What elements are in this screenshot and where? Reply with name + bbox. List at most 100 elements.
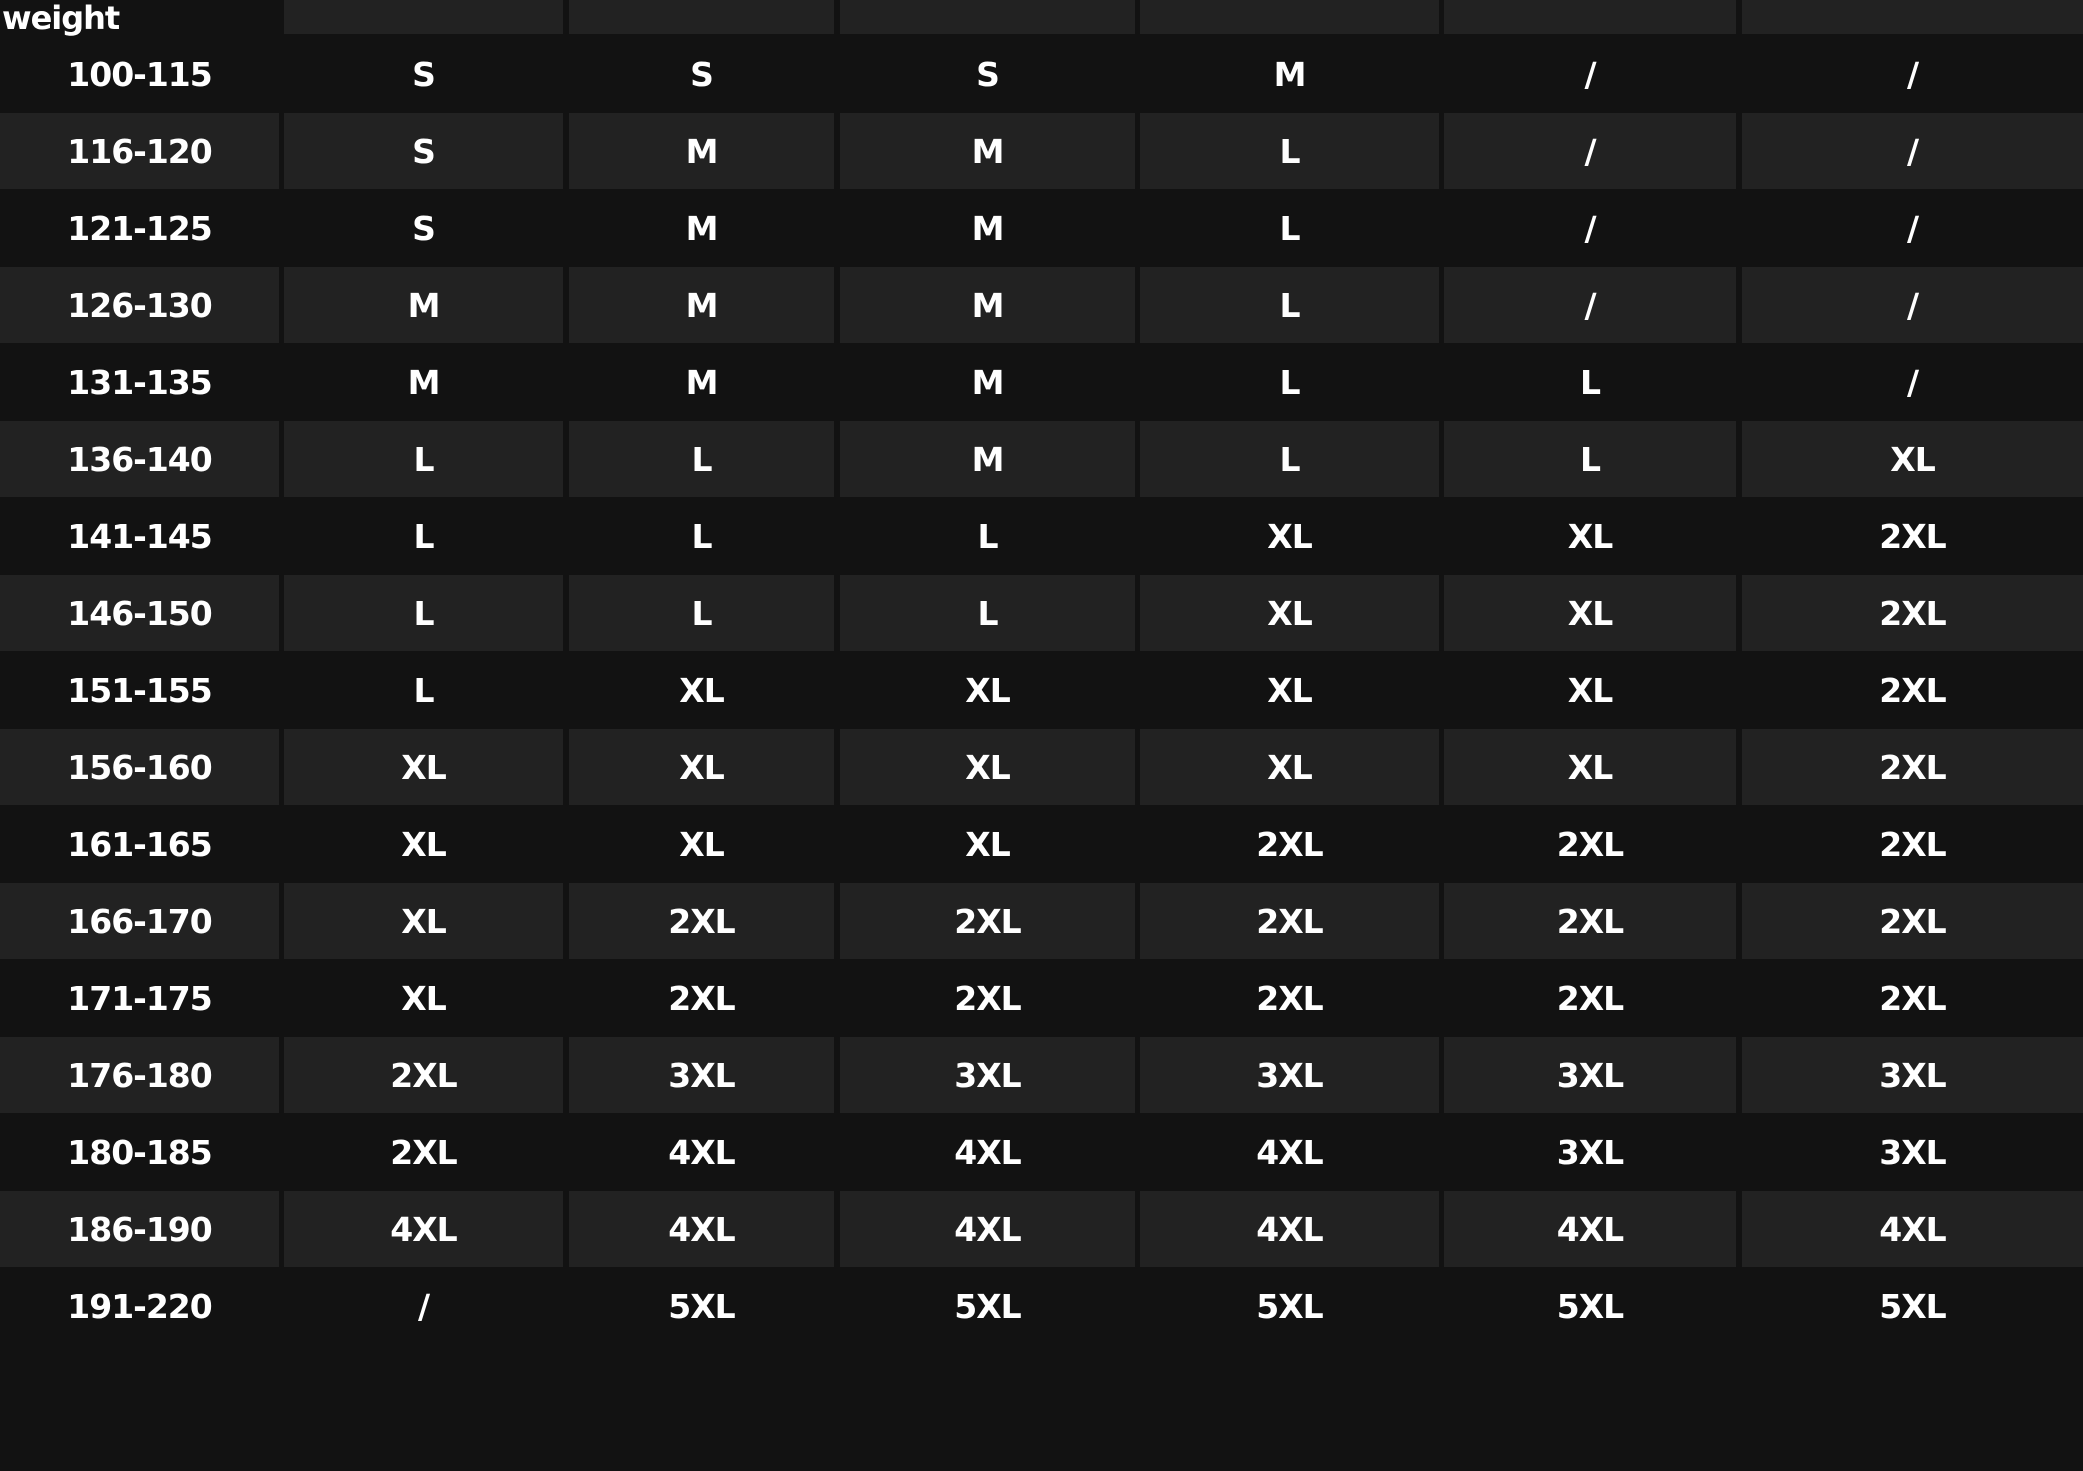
size-cell: 2XL bbox=[1742, 729, 2083, 805]
size-cell: 5XL bbox=[668, 1286, 735, 1326]
size-cell: 5XL bbox=[1879, 1286, 1946, 1326]
weight-range: 116-120 bbox=[0, 113, 279, 189]
size-cell: 2XL bbox=[1256, 824, 1323, 864]
weight-range: 191-220 bbox=[67, 1286, 212, 1326]
size-cell: / bbox=[1444, 267, 1736, 343]
size-cell: 2XL bbox=[390, 1132, 457, 1172]
size-cell: 2XL bbox=[1444, 883, 1736, 959]
weight-range: 166-170 bbox=[0, 883, 279, 959]
size-cell: / bbox=[1906, 208, 1919, 248]
size-cell: 2XL bbox=[284, 1037, 563, 1113]
weight-range: 151-155 bbox=[67, 670, 212, 710]
size-cell: 2XL bbox=[1879, 978, 1946, 1018]
size-cell: 2XL bbox=[569, 883, 834, 959]
size-cell: / bbox=[1584, 54, 1596, 94]
header-cell bbox=[840, 0, 1135, 34]
weight-range: 136-140 bbox=[0, 421, 279, 497]
size-cell: 2XL bbox=[1879, 516, 1946, 556]
weight-range: 156-160 bbox=[0, 729, 279, 805]
weight-range: 146-150 bbox=[0, 575, 279, 651]
size-cell: XL bbox=[284, 883, 563, 959]
size-cell: 3XL bbox=[1140, 1037, 1439, 1113]
size-cell: L bbox=[1579, 362, 1601, 402]
weight-range: 186-190 bbox=[0, 1191, 279, 1267]
size-cell: 2XL bbox=[1140, 883, 1439, 959]
size-cell: 4XL bbox=[840, 1191, 1135, 1267]
size-cell: XL bbox=[401, 824, 446, 864]
corner-label: weight bbox=[2, 0, 120, 37]
size-cell: / bbox=[1906, 362, 1919, 402]
size-cell: S bbox=[412, 54, 436, 94]
size-cell: 4XL bbox=[954, 1132, 1021, 1172]
size-cell: 2XL bbox=[954, 978, 1021, 1018]
size-cell: L bbox=[691, 516, 712, 556]
header-cell bbox=[569, 0, 834, 34]
weight-range: 180-185 bbox=[67, 1132, 212, 1172]
weight-range: 131-135 bbox=[67, 362, 212, 402]
size-cell: 4XL bbox=[668, 1132, 735, 1172]
header-cell bbox=[1140, 0, 1439, 34]
size-cell: 2XL bbox=[840, 883, 1135, 959]
size-cell: XL bbox=[1742, 421, 2083, 497]
size-cell: XL bbox=[965, 824, 1010, 864]
size-cell: 4XL bbox=[284, 1191, 563, 1267]
size-cell: XL bbox=[679, 824, 724, 864]
weight-range: 126-130 bbox=[0, 267, 279, 343]
size-cell: XL bbox=[965, 670, 1010, 710]
size-cell: L bbox=[284, 421, 563, 497]
size-cell: M bbox=[284, 267, 563, 343]
size-cell: 2XL bbox=[1879, 670, 1946, 710]
size-cell: XL bbox=[1140, 575, 1439, 651]
size-cell: XL bbox=[840, 729, 1135, 805]
size-cell: M bbox=[407, 362, 441, 402]
size-cell: L bbox=[840, 575, 1135, 651]
size-cell: L bbox=[1140, 267, 1439, 343]
size-cell: XL bbox=[1267, 670, 1312, 710]
size-cell: M bbox=[685, 362, 719, 402]
size-cell: L bbox=[413, 670, 434, 710]
size-cell: M bbox=[840, 267, 1135, 343]
size-cell: / bbox=[1444, 113, 1736, 189]
size-cell: L bbox=[1279, 362, 1300, 402]
size-cell: XL bbox=[1567, 670, 1613, 710]
size-cell: L bbox=[569, 575, 834, 651]
header-cell bbox=[1742, 0, 2083, 34]
size-cell: 3XL bbox=[840, 1037, 1135, 1113]
header-cell bbox=[1444, 0, 1736, 34]
size-cell: XL bbox=[1140, 729, 1439, 805]
size-cell: L bbox=[1140, 113, 1439, 189]
size-cell: 2XL bbox=[1256, 978, 1323, 1018]
weight-range: 141-145 bbox=[67, 516, 212, 556]
size-cell: XL bbox=[401, 978, 446, 1018]
size-cell: S bbox=[976, 54, 1000, 94]
size-cell: 5XL bbox=[954, 1286, 1021, 1326]
size-cell: M bbox=[840, 421, 1135, 497]
size-cell: 5XL bbox=[1256, 1286, 1323, 1326]
size-cell: M bbox=[1273, 54, 1307, 94]
size-cell: / bbox=[417, 1286, 430, 1326]
size-cell: XL bbox=[1444, 729, 1736, 805]
size-cell: S bbox=[690, 54, 714, 94]
size-cell: L bbox=[1444, 421, 1736, 497]
size-cell: 3XL bbox=[569, 1037, 834, 1113]
size-cell: M bbox=[685, 208, 719, 248]
size-cell: 5XL bbox=[1556, 1286, 1624, 1326]
size-cell: 4XL bbox=[1140, 1191, 1439, 1267]
size-cell: M bbox=[840, 113, 1135, 189]
size-cell: / bbox=[1584, 208, 1596, 248]
size-cell: XL bbox=[569, 729, 834, 805]
size-cell: 4XL bbox=[1256, 1132, 1323, 1172]
size-cell: XL bbox=[1567, 516, 1613, 556]
size-cell: S bbox=[284, 113, 563, 189]
size-cell: 4XL bbox=[1444, 1191, 1736, 1267]
size-cell: 3XL bbox=[1879, 1132, 1946, 1172]
size-cell: 4XL bbox=[1742, 1191, 2083, 1267]
size-cell: L bbox=[284, 575, 563, 651]
weight-range: 171-175 bbox=[67, 978, 212, 1018]
size-cell: M bbox=[569, 113, 834, 189]
size-cell: XL bbox=[679, 670, 724, 710]
size-cell: M bbox=[971, 208, 1005, 248]
size-cell: S bbox=[412, 208, 436, 248]
size-cell: XL bbox=[284, 729, 563, 805]
